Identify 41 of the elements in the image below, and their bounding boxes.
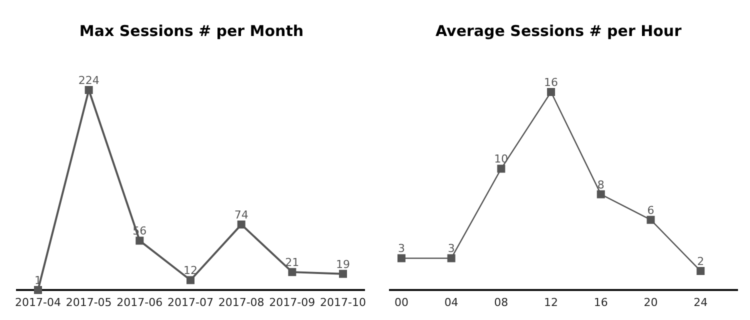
data-label: 74 (234, 208, 248, 222)
data-label: 6 (647, 204, 654, 217)
data-label: 224 (78, 74, 100, 87)
point (84, 86, 93, 94)
data-label: 19 (336, 258, 350, 271)
x-tick-label: 04 (444, 296, 458, 309)
point (186, 276, 194, 284)
point (288, 268, 296, 276)
data-label: 21 (285, 256, 300, 270)
x-tick-label: 12 (544, 296, 558, 309)
x-tick-label: 2017-05 (66, 296, 112, 309)
x-tick-label: 00 (394, 296, 408, 309)
x-tick-label: 20 (644, 296, 658, 309)
chart-title: Average Sessions # per Hour (434, 22, 683, 42)
x-tick-label: 2017-04 (15, 296, 61, 309)
data-label: 16 (544, 76, 558, 89)
x-tick-label: 24 (694, 296, 708, 309)
x-tick-label: 2017-08 (218, 296, 264, 309)
data-label: 3 (398, 242, 405, 256)
point (34, 286, 42, 294)
x-tick-label: 08 (494, 296, 508, 309)
x-tick-label: 2017-10 (320, 296, 366, 309)
x-tick-label: 2017-07 (168, 296, 214, 309)
point (237, 220, 246, 229)
point (397, 254, 406, 262)
data-label: 12 (184, 264, 198, 278)
x-tick-label: 2017-06 (116, 296, 163, 309)
data-label: 3 (448, 242, 455, 256)
point (339, 270, 347, 278)
data-label: 2 (697, 255, 704, 268)
point (646, 216, 655, 224)
data-label: 8 (597, 178, 604, 192)
point (136, 236, 144, 245)
chart-title: Max Sessions # per Month (78, 22, 305, 42)
point (497, 164, 506, 173)
point (547, 88, 556, 96)
point (596, 190, 605, 198)
point (696, 267, 705, 275)
x-tick-label: 2017-09 (269, 296, 316, 309)
point (447, 254, 456, 262)
x-tick-label: 16 (594, 296, 608, 309)
